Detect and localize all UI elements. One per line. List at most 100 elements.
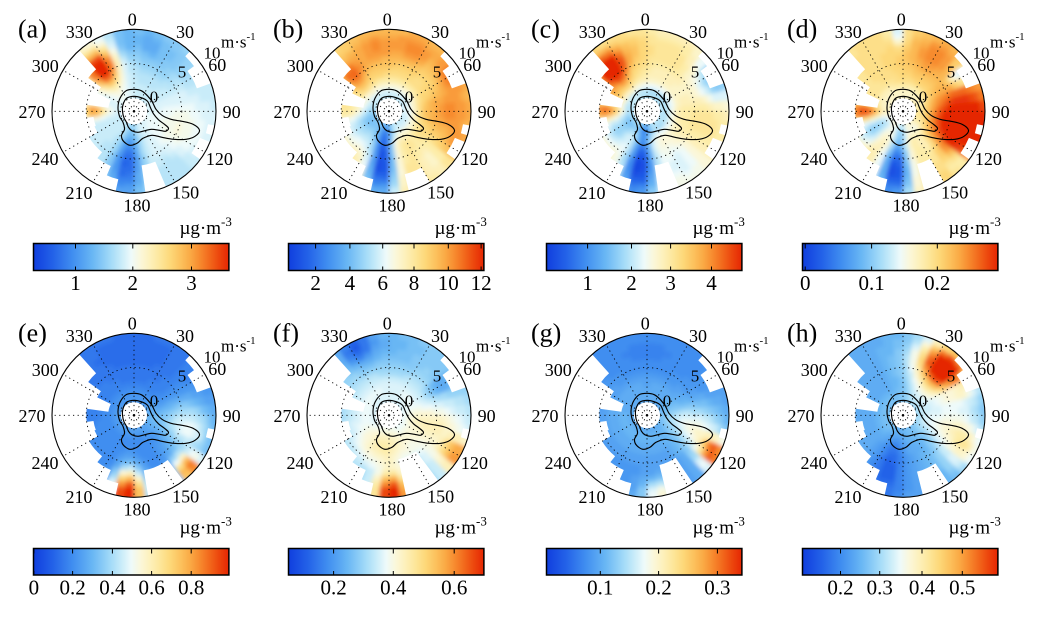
- svg-text:10: 10: [717, 347, 734, 366]
- svg-text:30: 30: [176, 326, 194, 346]
- svg-text:10: 10: [973, 347, 990, 366]
- svg-text:90: 90: [223, 406, 241, 426]
- svg-text:0: 0: [405, 391, 414, 410]
- svg-text:0: 0: [897, 10, 906, 30]
- svg-text:0: 0: [29, 576, 40, 600]
- svg-text:150: 150: [172, 183, 199, 203]
- svg-text:0: 0: [128, 314, 137, 334]
- svg-text:60: 60: [463, 55, 481, 75]
- svg-text:180: 180: [124, 499, 151, 519]
- svg-text:5: 5: [691, 62, 700, 81]
- svg-text:330: 330: [835, 22, 862, 42]
- svg-text:300: 300: [32, 56, 59, 76]
- svg-text:210: 210: [835, 183, 862, 203]
- svg-text:60: 60: [721, 359, 739, 379]
- svg-text:60: 60: [977, 359, 995, 379]
- svg-text:210: 210: [321, 183, 348, 203]
- svg-text:270: 270: [19, 406, 46, 426]
- svg-text:180: 180: [637, 195, 664, 215]
- svg-text:30: 30: [689, 326, 707, 346]
- svg-text:12: 12: [471, 271, 492, 295]
- svg-text:120: 120: [461, 453, 488, 473]
- svg-text:0.3: 0.3: [704, 576, 730, 600]
- svg-text:4: 4: [706, 271, 717, 295]
- svg-text:2: 2: [310, 271, 321, 295]
- svg-text:0.1: 0.1: [587, 576, 613, 600]
- svg-text:300: 300: [545, 360, 572, 380]
- svg-text:270: 270: [788, 102, 815, 122]
- svg-text:0.2: 0.2: [59, 576, 85, 600]
- svg-text:(e): (e): [18, 318, 47, 347]
- svg-text:3: 3: [665, 271, 676, 295]
- svg-text:150: 150: [685, 487, 712, 507]
- svg-text:240: 240: [801, 149, 828, 169]
- svg-text:300: 300: [287, 56, 314, 76]
- svg-text:120: 120: [206, 149, 233, 169]
- svg-text:0.2: 0.2: [924, 271, 950, 295]
- svg-text:0.1: 0.1: [858, 271, 884, 295]
- svg-text:60: 60: [721, 55, 739, 75]
- svg-text:240: 240: [32, 149, 59, 169]
- svg-text:0: 0: [383, 10, 392, 30]
- svg-text:0: 0: [663, 391, 672, 410]
- svg-text:0.2: 0.2: [645, 576, 671, 600]
- svg-text:270: 270: [274, 102, 301, 122]
- svg-text:300: 300: [801, 360, 828, 380]
- svg-text:(b): (b): [273, 14, 303, 43]
- svg-text:150: 150: [941, 487, 968, 507]
- svg-text:60: 60: [208, 55, 226, 75]
- svg-text:0.8: 0.8: [178, 576, 204, 600]
- svg-text:90: 90: [223, 102, 241, 122]
- svg-text:270: 270: [274, 406, 301, 426]
- svg-text:150: 150: [941, 183, 968, 203]
- svg-text:(a): (a): [18, 14, 47, 43]
- svg-text:(d): (d): [787, 14, 817, 43]
- svg-text:270: 270: [19, 102, 46, 122]
- svg-text:210: 210: [321, 487, 348, 507]
- svg-text:270: 270: [788, 406, 815, 426]
- svg-text:(h): (h): [787, 318, 817, 347]
- svg-text:3: 3: [186, 271, 197, 295]
- svg-text:120: 120: [719, 149, 746, 169]
- svg-text:180: 180: [637, 499, 664, 519]
- svg-text:240: 240: [32, 453, 59, 473]
- svg-text:90: 90: [478, 102, 496, 122]
- svg-text:90: 90: [736, 102, 754, 122]
- svg-text:2: 2: [626, 271, 637, 295]
- svg-text:10: 10: [438, 271, 459, 295]
- svg-text:330: 330: [321, 22, 348, 42]
- svg-text:1: 1: [582, 271, 593, 295]
- svg-text:240: 240: [545, 453, 572, 473]
- svg-text:µg·m-3: µg·m-3: [692, 214, 744, 239]
- svg-text:0.2: 0.2: [827, 576, 853, 600]
- svg-text:6: 6: [377, 271, 388, 295]
- svg-text:180: 180: [893, 195, 920, 215]
- svg-text:150: 150: [427, 183, 454, 203]
- svg-text:0.2: 0.2: [320, 576, 346, 600]
- svg-text:300: 300: [32, 360, 59, 380]
- svg-text:5: 5: [947, 62, 956, 81]
- svg-text:240: 240: [801, 453, 828, 473]
- svg-text:30: 30: [945, 326, 963, 346]
- svg-text:240: 240: [287, 149, 314, 169]
- svg-text:0: 0: [897, 314, 906, 334]
- svg-text:0.5: 0.5: [949, 576, 975, 600]
- svg-text:300: 300: [287, 360, 314, 380]
- svg-text:5: 5: [433, 366, 442, 385]
- svg-text:10: 10: [717, 43, 734, 62]
- svg-text:0: 0: [800, 271, 811, 295]
- svg-text:1: 1: [70, 271, 81, 295]
- svg-text:0: 0: [128, 10, 137, 30]
- svg-text:8: 8: [409, 271, 420, 295]
- svg-text:270: 270: [532, 406, 559, 426]
- svg-text:180: 180: [379, 195, 406, 215]
- svg-text:270: 270: [532, 102, 559, 122]
- svg-text:120: 120: [719, 453, 746, 473]
- svg-text:330: 330: [66, 22, 93, 42]
- svg-text:330: 330: [66, 326, 93, 346]
- svg-text:330: 330: [835, 326, 862, 346]
- svg-text:60: 60: [208, 359, 226, 379]
- svg-text:(g): (g): [531, 318, 561, 347]
- svg-text:0: 0: [919, 391, 928, 410]
- svg-text:330: 330: [579, 22, 606, 42]
